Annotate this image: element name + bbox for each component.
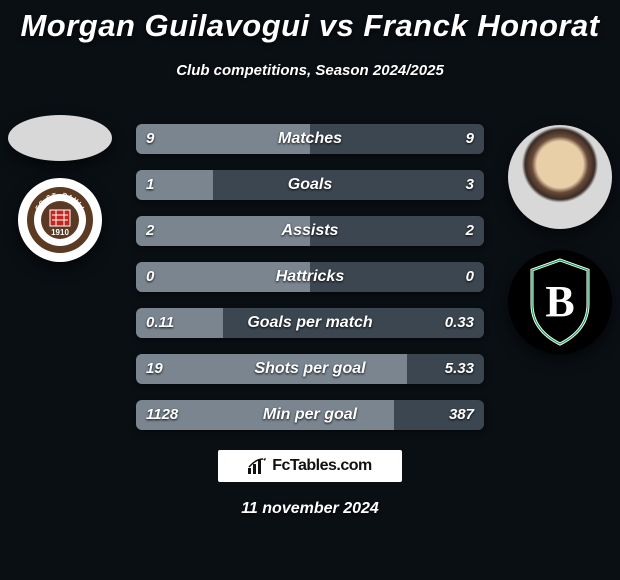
- stat-row: 00Hattricks: [136, 262, 484, 292]
- stat-label: Assists: [136, 216, 484, 246]
- player1-club-badge: 1910 FC ST. PAULI: [18, 178, 102, 262]
- gladbach-icon: B: [528, 258, 592, 346]
- stpauli-icon: 1910 FC ST. PAULI: [25, 185, 95, 255]
- player2-photo: [508, 125, 612, 229]
- stat-label: Hattricks: [136, 262, 484, 292]
- stat-label: Goals per match: [136, 308, 484, 338]
- stat-label: Goals: [136, 170, 484, 200]
- stat-row: 0.110.33Goals per match: [136, 308, 484, 338]
- stat-label: Min per goal: [136, 400, 484, 430]
- date-label: 11 november 2024: [0, 500, 620, 518]
- stat-row: 22Assists: [136, 216, 484, 246]
- stat-label: Shots per goal: [136, 354, 484, 384]
- page-title: Morgan Guilavogui vs Franck Honorat: [0, 8, 620, 44]
- player2-club-badge: B: [508, 250, 612, 354]
- fctables-label: FcTables.com: [272, 457, 372, 475]
- stat-row: 195.33Shots per goal: [136, 354, 484, 384]
- fctables-badge: FcTables.com: [218, 450, 402, 482]
- svg-text:1910: 1910: [51, 228, 69, 237]
- player1-photo: [8, 115, 112, 161]
- fctables-icon: [248, 458, 266, 474]
- page-subtitle: Club competitions, Season 2024/2025: [0, 62, 620, 79]
- stat-row: 1128387Min per goal: [136, 400, 484, 430]
- stat-row: 99Matches: [136, 124, 484, 154]
- svg-text:B: B: [545, 277, 574, 326]
- stat-row: 13Goals: [136, 170, 484, 200]
- stat-label: Matches: [136, 124, 484, 154]
- stats-container: 99Matches 13Goals 22Assists 00Hattricks 0.11…: [136, 124, 484, 446]
